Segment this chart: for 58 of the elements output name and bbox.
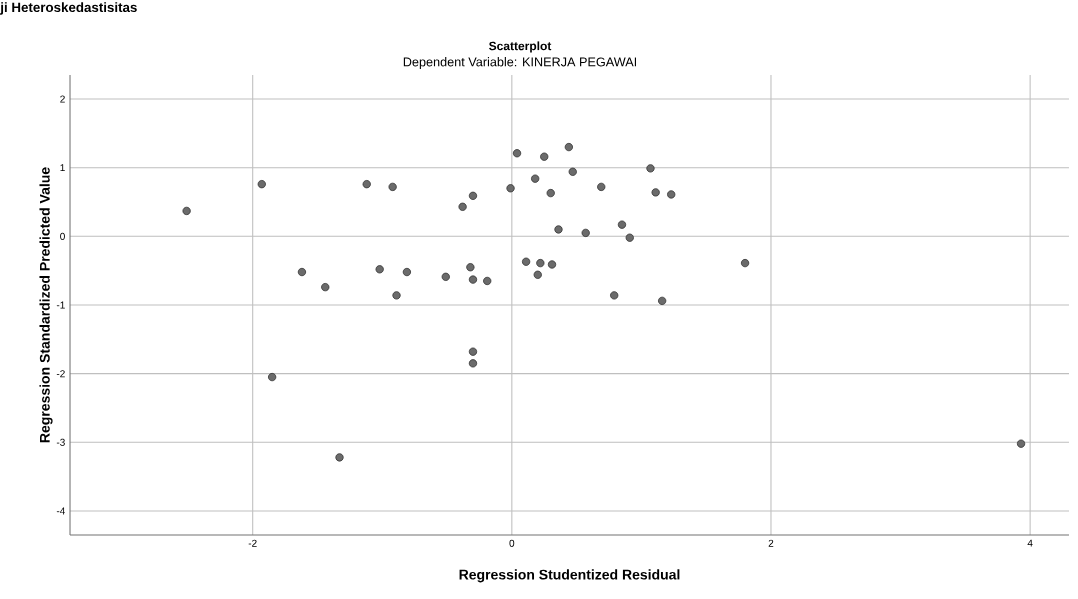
point (610, 291, 619, 300)
x-axis-title: Regression Studentized Residual (459, 569, 680, 583)
y-tick-label: -1 (56, 301, 65, 309)
point (335, 453, 344, 462)
point (531, 174, 540, 183)
y-tick-label: 0 (60, 232, 65, 240)
point (506, 184, 515, 193)
text: ji Heteroskedastisitas (0, 2, 137, 15)
point (740, 258, 750, 268)
point (581, 228, 590, 238)
point (540, 152, 549, 161)
x-tick-label: -2 (248, 539, 257, 547)
point (182, 206, 191, 216)
point (483, 276, 492, 286)
point (297, 267, 307, 277)
point (1016, 439, 1026, 448)
point (658, 296, 667, 305)
chart-subtitle: Dependent Variable: KINERJA PEGAWAI (403, 57, 637, 69)
y-tick-label: -3 (56, 438, 65, 446)
point (388, 182, 397, 192)
point (646, 164, 655, 173)
point (268, 372, 277, 382)
point (533, 270, 542, 279)
point (375, 265, 384, 274)
point (651, 188, 660, 197)
y-tick-label: -4 (56, 507, 66, 515)
point (402, 267, 412, 277)
point (468, 275, 478, 284)
point (568, 167, 577, 176)
point (512, 149, 522, 158)
point (468, 347, 478, 356)
point (392, 291, 401, 300)
point (554, 225, 563, 234)
y-tick-label: 1 (60, 164, 65, 172)
y-axis-title: Regression Standardized Predicted Value (39, 167, 53, 443)
point (321, 283, 330, 292)
point (625, 233, 634, 242)
x-tick-label: 2 (768, 539, 774, 547)
point (597, 182, 606, 192)
point (536, 258, 545, 268)
x-tick-label: 0 (509, 539, 515, 547)
chart-title: Scatterplot (489, 41, 552, 53)
y-tick-label: 2 (60, 95, 65, 103)
point (546, 188, 555, 198)
point (564, 142, 573, 152)
point (547, 260, 557, 269)
y-tick-label: -2 (56, 370, 65, 378)
point (362, 180, 371, 189)
x-tick-label: 4 (1027, 539, 1033, 547)
point (667, 190, 676, 199)
point (458, 202, 467, 211)
point (468, 191, 478, 200)
point (441, 272, 450, 281)
point (617, 220, 627, 229)
point (466, 263, 475, 272)
point (257, 180, 266, 189)
point (521, 257, 531, 266)
point (468, 359, 478, 368)
